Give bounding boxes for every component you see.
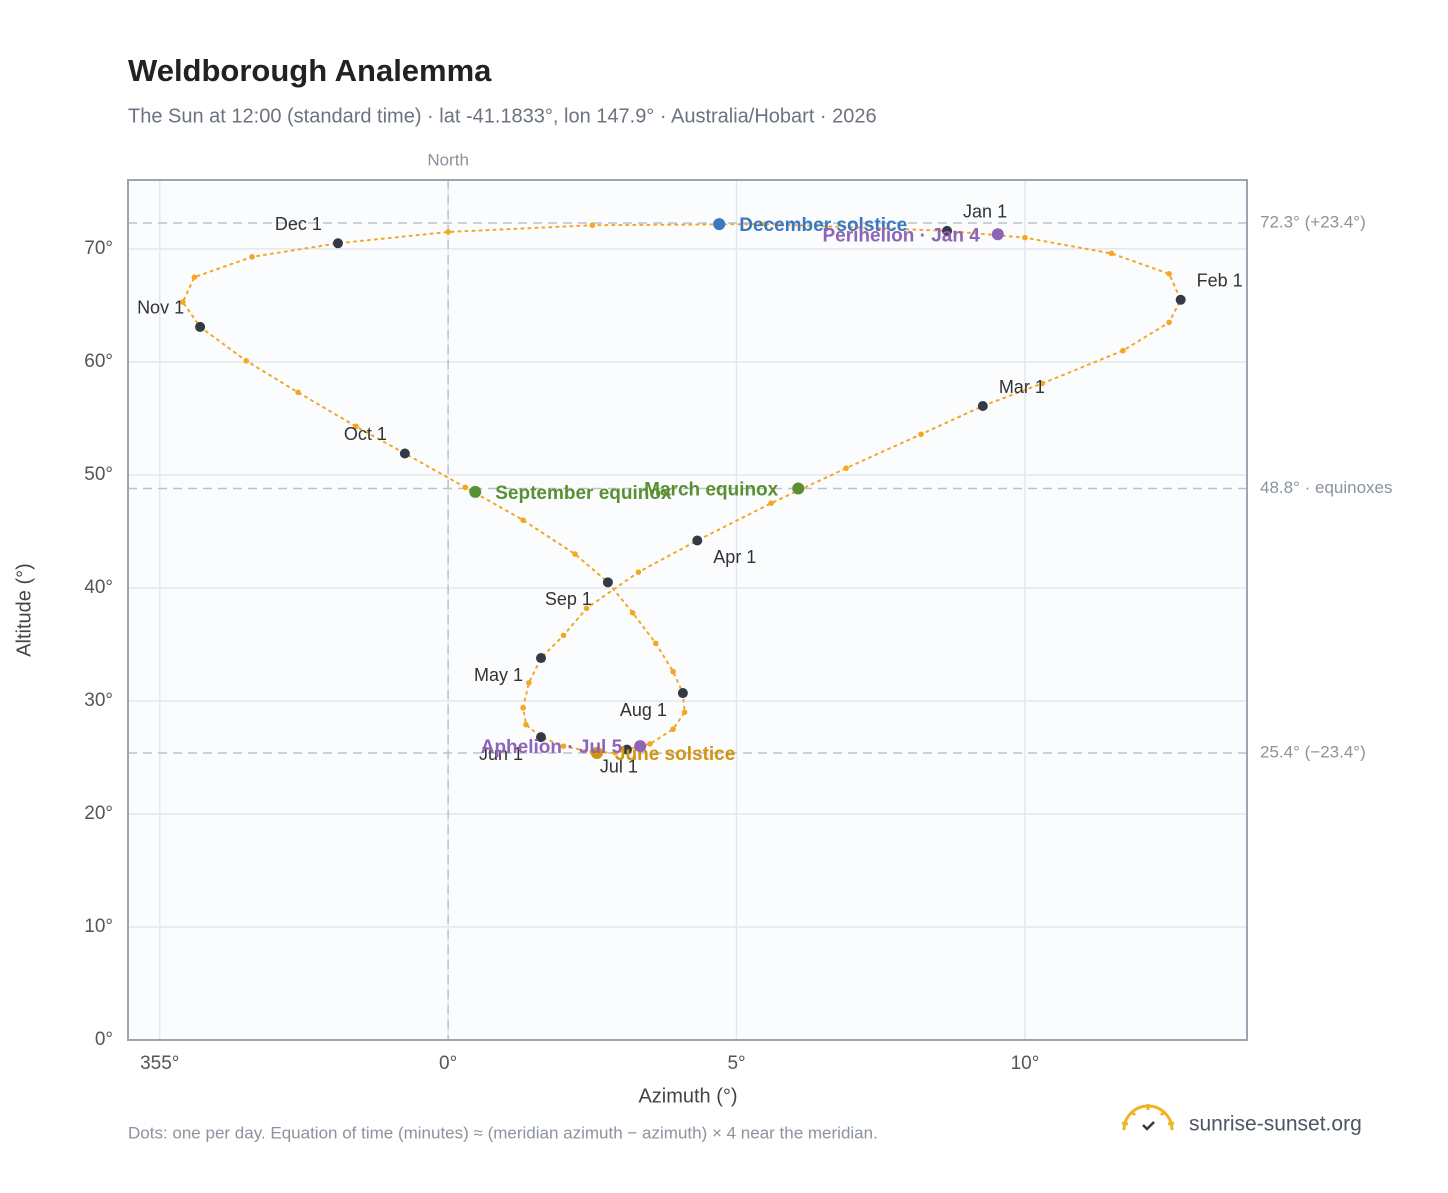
month-label: Sep 1 bbox=[545, 589, 592, 609]
reference-label: 48.8° · equinoxes bbox=[1260, 478, 1393, 497]
month-label: Mar 1 bbox=[999, 377, 1045, 397]
y-tick-label: 60° bbox=[84, 351, 113, 372]
day-dot bbox=[762, 221, 769, 227]
month-dot bbox=[621, 744, 632, 755]
day-dot bbox=[629, 610, 636, 616]
y-tick-label: 0° bbox=[95, 1029, 113, 1050]
month-dot bbox=[399, 448, 410, 459]
month-dot bbox=[535, 653, 546, 664]
day-dot bbox=[670, 726, 676, 733]
month-dot bbox=[692, 535, 703, 546]
reference-label: 25.4° (−23.4°) bbox=[1260, 742, 1366, 761]
day-dot bbox=[295, 389, 301, 396]
day-dot bbox=[918, 431, 924, 438]
month-label: Jun 1 bbox=[479, 744, 523, 764]
day-dot bbox=[462, 484, 469, 491]
month-label: Oct 1 bbox=[344, 424, 387, 444]
y-tick-label: 10° bbox=[84, 916, 113, 937]
event-dot bbox=[991, 228, 1004, 241]
day-dot bbox=[523, 721, 529, 728]
day-dot bbox=[560, 743, 567, 749]
month-label: Apr 1 bbox=[713, 547, 756, 567]
day-dot bbox=[670, 668, 676, 675]
event-label: Perihelion · Jan 4 bbox=[822, 225, 980, 246]
y-tick-label: 40° bbox=[84, 577, 113, 598]
brand-logo bbox=[1121, 1104, 1175, 1131]
day-dot bbox=[445, 229, 451, 235]
day-dot bbox=[191, 274, 198, 280]
north-label: North bbox=[427, 150, 469, 169]
day-dot bbox=[179, 299, 186, 305]
x-axis-label: Azimuth (°) bbox=[638, 1085, 737, 1107]
month-dot bbox=[942, 225, 953, 236]
month-label: Feb 1 bbox=[1197, 271, 1243, 291]
day-dot bbox=[1108, 250, 1115, 257]
day-dot bbox=[1166, 319, 1172, 326]
day-dot bbox=[589, 222, 596, 229]
month-label: Nov 1 bbox=[137, 298, 184, 318]
y-axis-label: Altitude (°) bbox=[13, 563, 35, 657]
day-dot bbox=[1120, 347, 1126, 354]
day-dot bbox=[520, 517, 526, 523]
day-dot bbox=[1039, 380, 1046, 387]
day-dot bbox=[583, 605, 590, 612]
event-dot bbox=[590, 746, 603, 759]
event-label: Aphelion · Jul 5 bbox=[481, 737, 623, 758]
y-tick-label: 20° bbox=[84, 803, 113, 824]
month-dot bbox=[535, 732, 546, 743]
plot-area bbox=[128, 180, 1247, 1040]
x-tick-label: 0° bbox=[439, 1053, 457, 1074]
plot-frame bbox=[127, 179, 1248, 1041]
event-label: September equinox bbox=[495, 483, 672, 504]
day-dot bbox=[243, 358, 250, 364]
day-dot bbox=[526, 680, 532, 686]
brand-name: sunrise-sunset.org bbox=[1189, 1113, 1362, 1136]
day-dot bbox=[681, 709, 688, 716]
day-dot bbox=[1166, 270, 1172, 277]
event-label: March equinox bbox=[644, 480, 779, 501]
month-dot bbox=[977, 401, 988, 412]
event-label: June solstice bbox=[615, 744, 735, 765]
month-dot bbox=[195, 321, 206, 332]
chart-title: Weldborough Analemma bbox=[128, 53, 492, 88]
chart-subtitle: The Sun at 12:00 (standard time) · lat -… bbox=[128, 105, 877, 127]
x-tick-label: 355° bbox=[140, 1053, 179, 1074]
event-dot bbox=[713, 218, 726, 231]
footnote: Dots: one per day. Equation of time (min… bbox=[128, 1123, 878, 1142]
day-dot bbox=[768, 500, 774, 507]
day-dot bbox=[353, 423, 359, 430]
event-dot bbox=[634, 740, 647, 753]
month-label: Aug 1 bbox=[620, 700, 667, 720]
month-dot bbox=[602, 577, 613, 588]
event-label: December solstice bbox=[739, 215, 907, 236]
month-dot bbox=[1175, 294, 1186, 305]
y-tick-label: 70° bbox=[84, 238, 113, 259]
month-label: Jan 1 bbox=[963, 202, 1007, 222]
day-dot bbox=[843, 465, 849, 471]
event-dot bbox=[792, 482, 805, 495]
month-label: Dec 1 bbox=[275, 214, 322, 234]
month-label: May 1 bbox=[474, 665, 523, 685]
day-dot bbox=[1022, 234, 1028, 241]
day-dot bbox=[572, 551, 578, 557]
x-tick-label: 5° bbox=[727, 1053, 745, 1074]
reference-label: 72.3° (+23.4°) bbox=[1260, 212, 1366, 231]
x-tick-label: 10° bbox=[1011, 1053, 1040, 1074]
day-dot bbox=[635, 569, 642, 575]
month-label: Jul 1 bbox=[600, 756, 638, 776]
month-dot bbox=[677, 688, 688, 699]
month-dot bbox=[332, 238, 343, 249]
day-dot bbox=[612, 750, 619, 756]
y-tick-label: 30° bbox=[84, 690, 113, 711]
day-dot bbox=[652, 640, 659, 647]
day-dot bbox=[560, 632, 567, 639]
day-dot bbox=[520, 704, 526, 711]
y-tick-label: 50° bbox=[84, 464, 113, 485]
day-dot bbox=[647, 741, 653, 747]
event-dot bbox=[469, 485, 482, 498]
day-dot bbox=[249, 254, 255, 260]
